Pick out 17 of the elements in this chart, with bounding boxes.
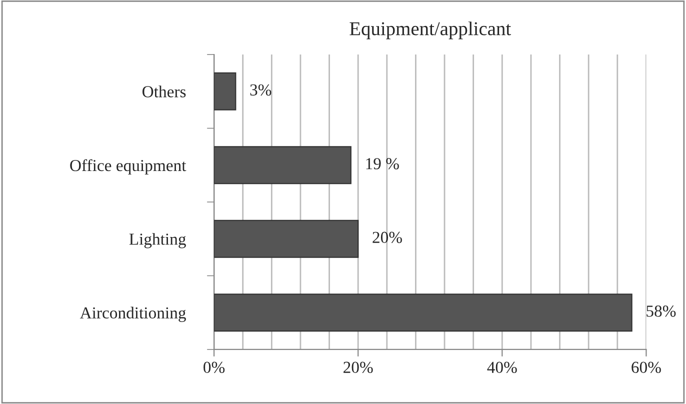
bar bbox=[214, 220, 359, 258]
bar bbox=[214, 294, 632, 332]
data-label: 20% bbox=[372, 232, 402, 244]
y-tick-label: Airconditioning bbox=[80, 306, 186, 322]
chart-title: Equipment/applicant bbox=[350, 22, 512, 40]
y-tick-label: Office equipment bbox=[70, 159, 186, 175]
x-tick-label: 20% bbox=[344, 362, 373, 374]
data-label: 58% bbox=[646, 306, 676, 317]
bar bbox=[214, 72, 236, 110]
bar bbox=[214, 146, 352, 184]
x-tick-label: 40% bbox=[487, 362, 517, 374]
y-tick-label: Lighting bbox=[129, 233, 186, 248]
data-label: 3% bbox=[250, 84, 272, 96]
data-label: 19 % bbox=[366, 158, 399, 170]
x-tick-label: 0% bbox=[204, 362, 225, 374]
y-tick-label: Others bbox=[142, 86, 186, 98]
x-tick-label: 60% bbox=[632, 362, 661, 374]
